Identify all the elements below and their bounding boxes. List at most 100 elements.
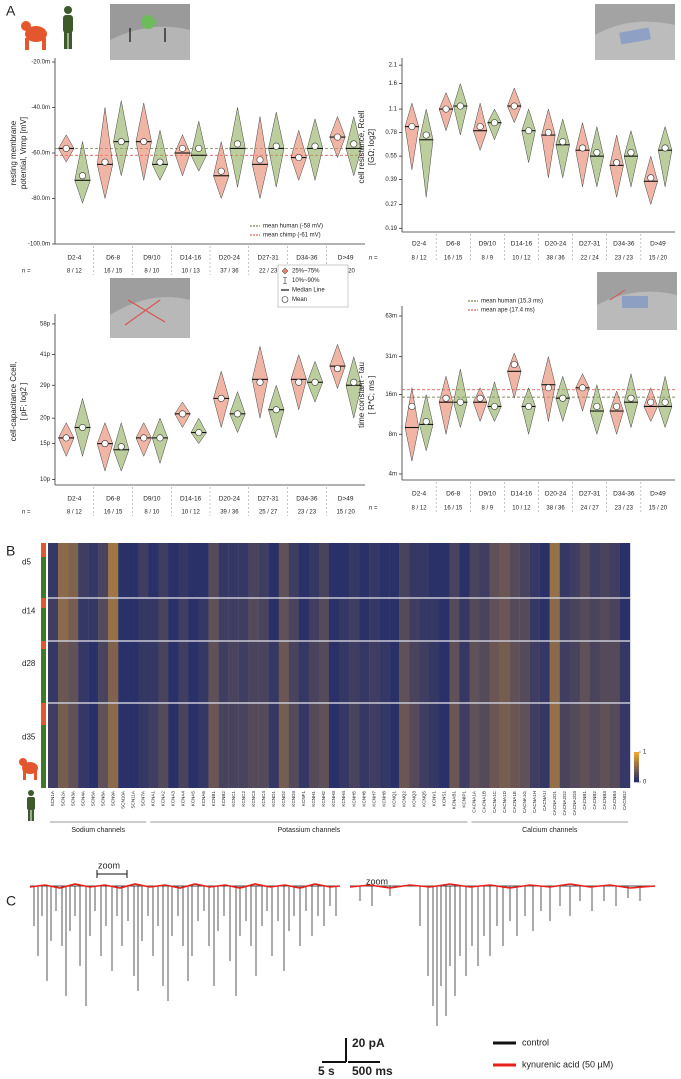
heatmap-cell — [178, 703, 189, 788]
heatmap-cell — [339, 598, 350, 641]
heatmap-cell — [459, 598, 470, 641]
group-label: Sodium channels — [71, 827, 125, 834]
heatmap-cell — [399, 543, 410, 598]
zoom-label: zoom — [366, 876, 388, 886]
heatmap-cell — [228, 598, 239, 641]
mean-marker — [140, 138, 148, 146]
heatmap-cell — [599, 543, 611, 598]
y-axis-label: cell resistance, Rcell — [357, 110, 366, 183]
heatmap-cell — [559, 703, 570, 788]
mean-marker — [101, 440, 109, 448]
y-tick-label: 58p — [40, 321, 51, 327]
heatmap-cell — [168, 543, 179, 598]
heatmap-cell — [439, 543, 450, 598]
y-tick-label: 1.6 — [389, 81, 398, 87]
n-value: 8 / 12 — [67, 269, 83, 275]
heatmap-cell — [339, 641, 350, 703]
heatmap-cell — [268, 598, 279, 641]
x-tick-label: D20-24 — [219, 496, 241, 503]
heatmap-cell — [459, 641, 470, 703]
heatmap-cell — [88, 703, 99, 788]
heatmap-cell — [128, 641, 139, 703]
heatmap-cell — [128, 543, 139, 598]
gene-label: KCNH3 — [331, 791, 336, 807]
heatmap-cell — [68, 543, 79, 598]
mean-marker — [62, 144, 70, 152]
legend-label: mean human (-58 mV) — [263, 224, 323, 230]
heatmap-cell — [318, 543, 330, 598]
x-tick-label: D20-24 — [219, 255, 241, 262]
trace-control — [30, 885, 655, 1026]
heatmap-cell — [479, 543, 490, 598]
heatmap-cell — [349, 641, 360, 703]
heatmap-cell — [449, 703, 460, 788]
mean-marker — [256, 378, 264, 386]
n-value: 24 / 27 — [581, 506, 600, 512]
violin — [521, 387, 536, 435]
heatmap-cell — [258, 641, 269, 703]
heatmap-cell — [389, 543, 400, 598]
x-tick-label: D2-4 — [67, 496, 81, 503]
human-icon — [27, 790, 35, 821]
mean-marker — [234, 140, 242, 148]
x-tick-label: D14-16 — [511, 491, 533, 498]
mean-marker — [456, 102, 464, 110]
gene-label: KCNB2 — [221, 791, 226, 807]
heatmap-cell — [579, 543, 591, 598]
gene-label: SCN1A — [50, 790, 55, 806]
heatmap-cell — [609, 543, 621, 598]
heatmap-cell — [48, 641, 59, 703]
heatmap-cell — [118, 703, 129, 788]
heatmap-cell — [469, 703, 480, 788]
n-value: 15 / 20 — [649, 256, 668, 262]
heatmap-cell — [278, 641, 290, 703]
heatmap-cell — [318, 703, 330, 788]
violin — [487, 380, 502, 423]
gene-label: KCNS1 — [442, 791, 447, 807]
mean-marker — [544, 128, 552, 136]
n-label: n = — [369, 506, 378, 512]
heatmap-cell — [238, 543, 249, 598]
heatmap-cell — [489, 598, 500, 641]
heatmap-cell — [318, 641, 330, 703]
gene-label: KCNC3 — [251, 791, 256, 807]
legend-label: mean ape (17.4 ms) — [481, 308, 535, 314]
heatmap-cell — [509, 641, 520, 703]
gene-label: CACNA1G — [522, 791, 527, 814]
heatmap-cell — [188, 543, 199, 598]
mean-marker — [627, 394, 635, 402]
gene-label: KCNA5 — [191, 791, 196, 807]
n-value: 8 / 9 — [481, 506, 493, 512]
heatmap-cell — [569, 543, 581, 598]
mean-marker — [140, 434, 148, 442]
legend-label: 25%~75% — [292, 269, 320, 275]
stage-label: d28 — [22, 659, 36, 668]
colorbar-segment — [634, 767, 639, 770]
heatmap-cell — [589, 641, 601, 703]
gene-label: CACNB3 — [602, 791, 607, 810]
panel-label: C — [6, 893, 16, 909]
violin — [96, 107, 113, 199]
gene-label: SCN11A — [131, 790, 136, 808]
micrograph — [595, 4, 675, 61]
gene-label: CACNA1E — [512, 791, 517, 813]
heatmap-cell — [589, 598, 601, 641]
y-tick-label: 8m — [389, 432, 397, 438]
mean-marker — [79, 423, 87, 431]
gene-label: KCNA4 — [181, 791, 186, 807]
heatmap-cell — [178, 598, 189, 641]
heatmap-cell — [539, 703, 550, 788]
mean-marker — [647, 174, 655, 182]
n-value: 8 / 12 — [412, 256, 428, 262]
heatmap-cell — [198, 641, 209, 703]
heatmap-cell — [48, 543, 59, 598]
heatmap-cell — [389, 598, 400, 641]
mean-marker — [350, 140, 358, 148]
x-tick-label: D27-31 — [257, 255, 279, 262]
n-value: 16 / 15 — [444, 506, 463, 512]
mean-marker — [476, 394, 484, 402]
stage-label: d5 — [22, 558, 31, 567]
gene-label: KCNA6 — [201, 791, 206, 807]
gene-label: KCNAB1 — [452, 791, 457, 810]
heatmap-cell — [349, 543, 360, 598]
